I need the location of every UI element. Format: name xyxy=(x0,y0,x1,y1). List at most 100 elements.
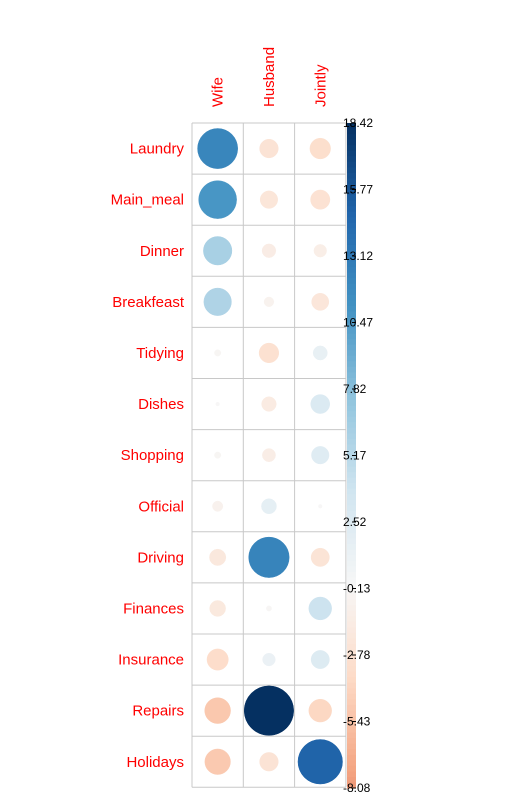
legend-color-step xyxy=(347,760,356,767)
cell-shopping-husband xyxy=(262,448,276,462)
legend-color-step xyxy=(347,222,356,229)
legend-tick-label: -5.43 xyxy=(343,715,371,729)
legend-color-step xyxy=(347,239,356,246)
legend-color-step xyxy=(347,256,356,263)
legend-color-step xyxy=(347,738,356,745)
cells-layer xyxy=(197,128,343,785)
legend-color-step xyxy=(347,389,356,396)
legend-color-step xyxy=(347,693,356,700)
legend-color-step xyxy=(347,283,356,290)
legend-color-step xyxy=(347,178,356,185)
legend-tick-label: -2.78 xyxy=(343,648,371,662)
legend-color-step xyxy=(347,366,356,373)
cell-laundry-jointly xyxy=(309,137,331,160)
cell-shopping-jointly xyxy=(311,446,330,465)
row-label-tidying: Tidying xyxy=(136,345,184,362)
legend-color-step xyxy=(347,682,356,689)
legend-color-step xyxy=(347,605,356,612)
cell-tidying-jointly xyxy=(312,345,328,361)
cell-dinner-wife xyxy=(203,236,233,266)
legend-color-step xyxy=(347,294,356,301)
legend-color-step xyxy=(347,316,356,324)
cell-holidays-wife xyxy=(204,748,231,775)
column-label-husband: Husband xyxy=(261,47,278,107)
legend-color-step xyxy=(347,416,356,423)
row-label-breakfeast: Breakfeast xyxy=(112,294,185,311)
legend-color-step xyxy=(347,267,356,274)
legend-color-step xyxy=(347,228,356,235)
cell-shopping-wife xyxy=(214,451,222,459)
legend-tick-label: -0.13 xyxy=(343,582,371,596)
legend-color-step xyxy=(347,594,356,601)
cell-laundry-wife xyxy=(197,128,238,169)
legend-color-step xyxy=(347,765,356,772)
legend-color-step xyxy=(347,433,356,440)
legend-tick-label: 18.42 xyxy=(343,116,373,130)
legend-color-step xyxy=(347,494,356,501)
legend-color-step xyxy=(347,172,356,180)
legend-color-step xyxy=(347,355,356,362)
legend-color-step xyxy=(347,200,356,207)
row-labels: Laundry Main_meal Dinner Breakfeast Tidying D… xyxy=(111,141,185,771)
row-label-dishes: Dishes xyxy=(138,396,184,413)
cell-tidying-wife xyxy=(214,349,222,357)
cell-official-wife xyxy=(212,500,224,512)
row-label-laundry: Laundry xyxy=(130,141,185,158)
legend-color-step xyxy=(347,610,356,617)
row-label-finances: Finances xyxy=(123,600,184,617)
row-label-driving: Driving xyxy=(137,549,184,566)
legend-color-step xyxy=(347,311,356,318)
legend-color-step xyxy=(347,577,356,584)
legend-color-step xyxy=(347,688,356,695)
legend-color-step xyxy=(347,749,356,756)
legend-color-step xyxy=(347,571,356,579)
legend-color-step xyxy=(347,422,356,429)
legend-tick-label: 7.82 xyxy=(343,382,367,396)
cell-official-jointly xyxy=(318,504,323,509)
row-label-holidays: Holidays xyxy=(126,754,184,771)
legend-color-step xyxy=(347,466,356,473)
legend-color-step xyxy=(347,250,356,257)
cell-holidays-jointly xyxy=(297,739,343,785)
legend-color-step xyxy=(347,461,356,468)
legend-color-step xyxy=(347,655,356,662)
legend-color-step xyxy=(347,328,356,335)
legend-color-step xyxy=(347,677,356,684)
legend-color-step xyxy=(347,333,356,340)
color-legend: 18.42 15.77 13.12 10.47 7.82 5.17 2.52 -0.13 -2.… xyxy=(343,116,373,795)
row-label-insurance: Insurance xyxy=(118,652,184,669)
legend-color-step xyxy=(347,300,356,307)
legend-tick-label: 13.12 xyxy=(343,249,373,263)
legend-color-step xyxy=(347,505,356,512)
legend-color-step xyxy=(347,776,356,784)
legend-color-step xyxy=(347,699,356,706)
grid-layer xyxy=(191,122,347,788)
row-label-shopping: Shopping xyxy=(121,447,184,464)
legend-color-step xyxy=(347,156,356,163)
legend-color-step xyxy=(347,743,356,750)
legend-color-step xyxy=(347,372,356,379)
legend-color-step xyxy=(347,754,356,761)
legend-color-step xyxy=(347,167,356,174)
legend-color-step xyxy=(347,339,356,346)
cell-driving-jointly xyxy=(310,547,330,567)
legend-color-step xyxy=(347,527,356,534)
legend-color-step xyxy=(347,483,356,490)
legend-color-step xyxy=(347,632,356,639)
legend-color-step xyxy=(347,477,356,484)
legend-color-step xyxy=(347,560,356,567)
cell-dishes-jointly xyxy=(310,394,330,414)
legend-tick-label: 5.17 xyxy=(343,449,367,463)
legend-color-step xyxy=(347,599,356,606)
legend-color-step xyxy=(347,427,356,434)
cell-insurance-husband xyxy=(262,652,276,667)
legend-color-step xyxy=(347,522,356,529)
cell-holidays-husband xyxy=(259,752,279,772)
legend-color-step xyxy=(347,305,356,313)
legend-color-step xyxy=(347,195,356,202)
cell-breakfeast-jointly xyxy=(311,293,330,311)
legend-color-step xyxy=(347,710,356,717)
legend-color-step xyxy=(347,150,356,157)
legend-color-step xyxy=(347,405,356,412)
row-label-main-meal: Main_meal xyxy=(111,192,184,209)
